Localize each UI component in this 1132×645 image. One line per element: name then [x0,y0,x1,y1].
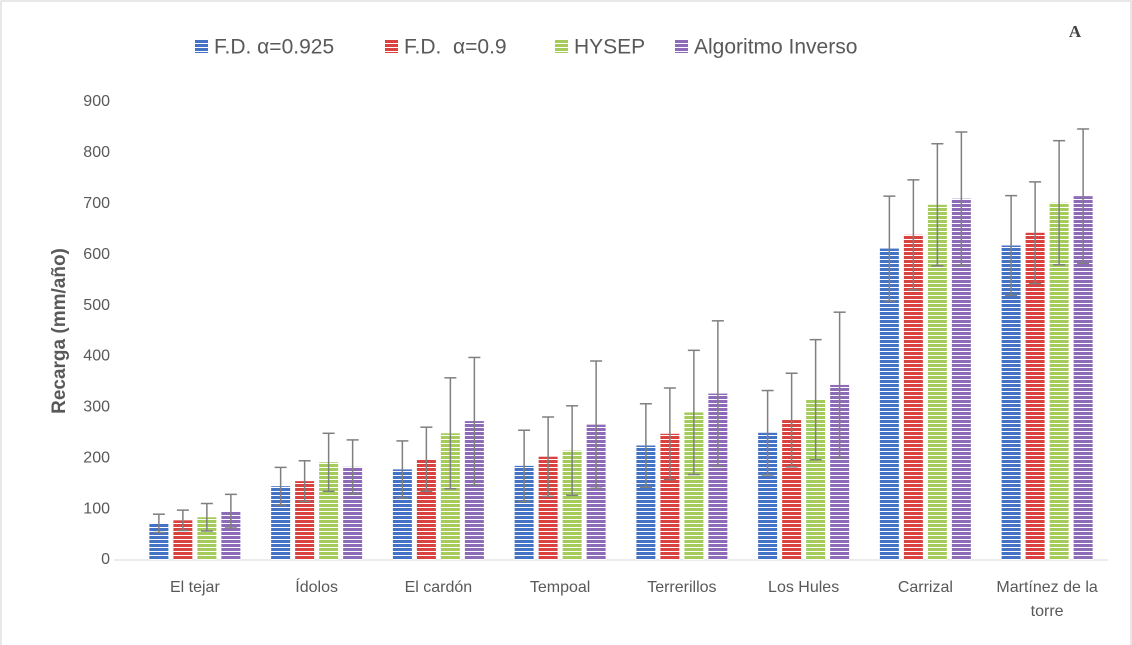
error-bar [1029,181,1042,285]
legend-label: Algoritmo Inverso [694,36,857,59]
bar [416,459,436,560]
bar [562,450,582,560]
bar [927,204,947,560]
error-bar [590,360,603,489]
error-bar [833,311,846,459]
x-tick-label: Ídolos [295,579,338,596]
y-tick-label: 700 [83,195,110,212]
error-bar [542,416,555,498]
annotation: A [1069,22,1082,41]
error-bar [711,320,724,468]
x-tick-label: Tempoal [529,579,591,596]
bar [951,198,971,560]
bar [538,456,558,560]
error-bar [687,349,700,476]
error-bar [200,502,213,532]
y-tick-label: 900 [83,93,110,110]
bar [636,445,656,560]
error-bar [663,387,676,481]
legend-swatch [195,40,208,53]
y-tick-label: 100 [83,500,110,517]
x-tick-label: El tejar [169,579,220,596]
y-tick-label: 0 [101,551,110,568]
error-bar [785,372,798,468]
bar [660,433,680,560]
error-bar [566,405,579,497]
y-tick-label: 600 [83,246,110,263]
x-tick-label: Los Hules [768,579,840,596]
error-bar [809,338,822,461]
error-bar [1053,139,1066,266]
bar [514,465,534,560]
error-bar [346,439,359,495]
bar [464,421,484,560]
bar [221,511,241,560]
error-bar [396,440,409,499]
bar [708,393,728,560]
bar [903,234,923,560]
y-tick-label: 800 [83,144,110,161]
legend-label: F.D. α=0.925 [214,36,334,59]
error-bar [931,142,944,267]
bar [197,517,217,560]
y-tick-label: 400 [83,348,110,365]
bar [440,433,460,560]
bar [758,432,778,560]
error-bar [444,377,457,490]
y-axis-label: Recarga (mm/año) [49,248,70,414]
y-tick-label: 200 [83,449,110,466]
error-bar [420,426,433,493]
bar [392,469,412,560]
bar [879,248,899,560]
bar [684,412,704,560]
bar [1049,202,1069,560]
error-bar [518,429,531,503]
error-bar [1077,128,1090,265]
error-bar [274,466,287,506]
legend-label: F.D. α=0.9 [404,36,507,59]
x-tick-label: Terrerillos [647,579,717,596]
error-bar [639,403,652,488]
bar [319,462,339,560]
error-bar [224,493,237,529]
bar [1073,196,1093,560]
y-tick-label: 300 [83,399,110,416]
y-tick-label: 500 [83,297,110,314]
error-bar [883,195,896,302]
legend-swatch [675,40,688,53]
error-bar [761,389,774,476]
bar [586,424,606,560]
legend-swatch [385,40,398,53]
error-bar [955,131,968,267]
bar [343,466,363,560]
error-bar [468,356,481,486]
error-bar [152,513,165,534]
error-bar [322,432,335,493]
error-bar [176,509,189,532]
bar [830,384,850,560]
legend-swatch [555,40,568,53]
x-tick-label: El cardón [404,579,473,596]
bar [782,420,802,560]
x-tick-label: Carrizal [897,579,953,596]
error-bar [298,460,311,503]
error-bar [907,179,920,291]
bar [1001,245,1021,561]
x-tick-label: Martínez de la torre [996,579,1098,620]
bar [1025,232,1045,561]
error-bar [1005,194,1018,297]
legend-label: HYSEP [574,36,645,59]
bar [806,399,826,560]
